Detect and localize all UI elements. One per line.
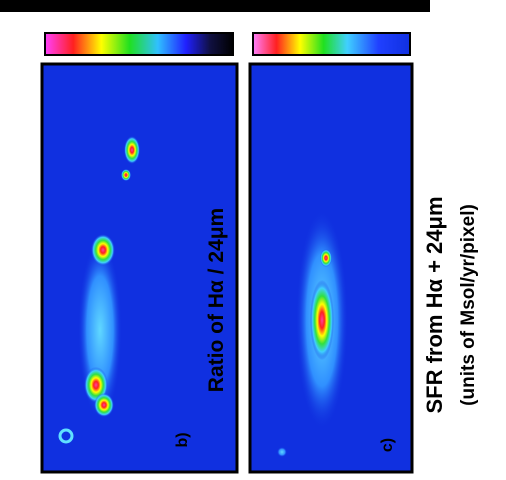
side-units: (units of Msol/yr/pixel) (458, 204, 479, 406)
emission (277, 210, 348, 457)
emission (58, 136, 140, 444)
panel-image (40, 62, 239, 474)
panel-caption: Ratio of Hα / 24μm (205, 208, 228, 392)
colorbar (252, 32, 411, 56)
panel-label: c) (379, 438, 396, 452)
panel-label: b) (174, 432, 191, 447)
colorbar (44, 32, 234, 56)
top-bar (0, 0, 430, 12)
side-title: SFR from Hα + 24μm (422, 196, 447, 413)
